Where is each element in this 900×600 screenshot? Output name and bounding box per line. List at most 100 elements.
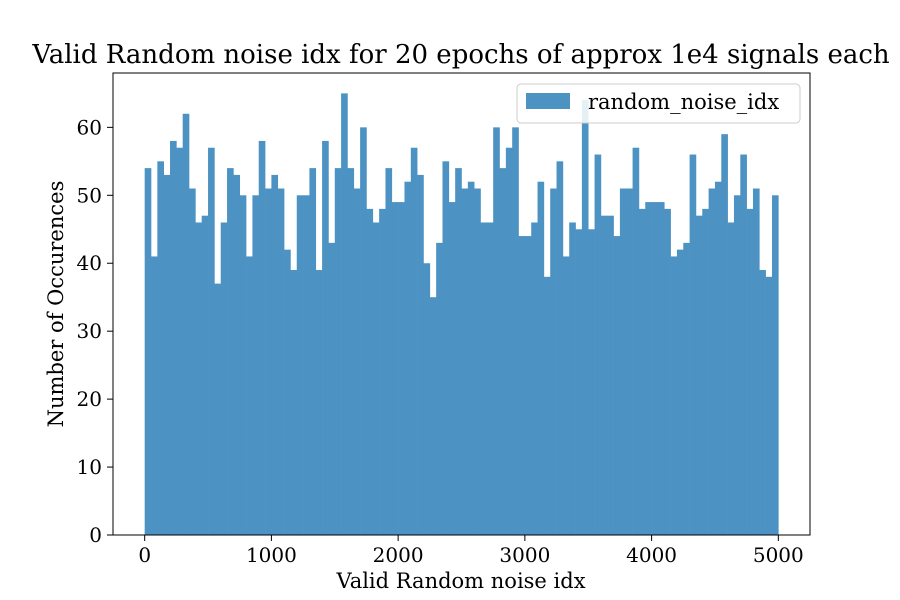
histogram-bar — [208, 147, 215, 535]
y-tick-label: 10 — [77, 455, 102, 479]
histogram-bar — [505, 147, 513, 535]
histogram-bar — [556, 161, 564, 535]
histogram-bar — [417, 174, 424, 536]
histogram-bar — [144, 168, 152, 535]
histogram-bar — [271, 174, 279, 536]
histogram-bar — [600, 215, 608, 536]
x-tick-label: 3000 — [499, 543, 550, 567]
histogram-bar — [258, 140, 266, 536]
y-tick-label: 20 — [77, 387, 102, 411]
histogram-bar — [664, 208, 671, 535]
histogram-bar — [227, 168, 234, 535]
x-axis-ticks: 0 1000 2000 3000 4000 5000 — [138, 535, 804, 567]
histogram-bar — [518, 236, 526, 535]
plot-frame — [112, 72, 811, 536]
histogram-bar — [195, 222, 203, 535]
histogram-bar — [575, 229, 583, 535]
y-tick-label: 0 — [89, 523, 102, 547]
histogram-bar — [670, 256, 678, 535]
histogram-bar — [708, 188, 716, 535]
histogram-bar — [455, 168, 462, 535]
histogram-bar — [683, 242, 690, 535]
histogram-bar — [562, 256, 570, 535]
histogram-bar — [322, 140, 329, 536]
histogram-bar — [315, 270, 323, 535]
histogram-bar — [765, 276, 773, 535]
chart-title: Valid Random noise idx for 20 epochs of … — [31, 40, 890, 70]
histogram-bar — [632, 147, 640, 535]
histogram-bar — [246, 256, 253, 535]
histogram-bar — [410, 147, 418, 535]
histogram-bar — [189, 188, 196, 535]
histogram-bar — [328, 242, 336, 535]
histogram-bar — [543, 276, 551, 535]
histogram-bar — [334, 168, 342, 535]
histogram-bar — [214, 283, 222, 535]
histogram-bar — [182, 113, 190, 535]
bars-group — [144, 93, 779, 536]
histogram-bar — [689, 154, 697, 535]
histogram-bar — [657, 202, 665, 535]
histogram-bar — [290, 270, 298, 535]
histogram-bar — [220, 222, 228, 535]
histogram-bar — [385, 168, 393, 535]
histogram-bar — [638, 208, 646, 535]
histogram-bar — [163, 174, 171, 536]
histogram-bar — [613, 236, 621, 535]
histogram-bar — [733, 195, 741, 535]
histogram-bar — [569, 222, 576, 535]
legend-swatch — [526, 93, 570, 109]
histogram-bar — [423, 263, 431, 535]
histogram-bar — [771, 195, 779, 535]
histogram-bar — [341, 93, 348, 535]
histogram-bar — [594, 154, 602, 535]
histogram-bar — [277, 188, 285, 535]
histogram-bar — [461, 188, 469, 535]
y-tick-label: 60 — [77, 115, 102, 139]
histogram-bar — [676, 249, 684, 535]
histogram-bar — [714, 181, 722, 536]
x-tick-label: 1000 — [246, 543, 297, 567]
y-axis-label: Number of Occurences — [44, 181, 68, 428]
y-tick-label: 40 — [77, 251, 102, 275]
y-tick-label: 30 — [77, 319, 102, 343]
histogram-bar — [740, 154, 747, 535]
histogram-bar — [303, 195, 310, 535]
histogram-bar — [537, 181, 545, 536]
histogram-bar — [474, 188, 481, 535]
legend-box — [516, 83, 801, 124]
histogram-bar — [626, 188, 633, 535]
histogram-bar — [353, 188, 361, 535]
histogram-bar — [366, 208, 374, 535]
histogram-bar — [531, 222, 538, 535]
histogram-bar — [372, 222, 380, 535]
histogram-bar — [436, 242, 443, 535]
histogram-bar — [588, 229, 595, 535]
histogram-bar — [284, 249, 291, 535]
histogram-bar — [727, 222, 735, 535]
histogram-bar — [151, 256, 158, 535]
x-axis-label: Valid Random noise idx — [335, 569, 585, 593]
histogram-bar — [467, 181, 475, 536]
histogram-bar — [239, 195, 247, 535]
histogram-bar — [157, 161, 164, 535]
x-tick-label: 5000 — [753, 543, 804, 567]
histogram-bar — [347, 168, 355, 535]
x-tick-label: 2000 — [373, 543, 424, 567]
histogram-bar — [645, 202, 652, 535]
histogram-bar — [746, 208, 754, 535]
histogram-bar — [429, 297, 437, 535]
y-tick-label: 50 — [77, 183, 102, 207]
histogram-bar — [752, 188, 760, 535]
histogram-bar — [309, 168, 317, 535]
histogram-bar — [524, 236, 532, 535]
legend: random_noise_idx — [516, 83, 801, 124]
x-tick-label: 4000 — [626, 543, 677, 567]
histogram-bar — [176, 147, 183, 535]
histogram-bar — [265, 188, 272, 535]
histogram-bar — [296, 195, 304, 535]
histogram-bar — [201, 215, 209, 536]
histogram-bar — [379, 208, 386, 535]
histogram-bar — [550, 188, 557, 535]
